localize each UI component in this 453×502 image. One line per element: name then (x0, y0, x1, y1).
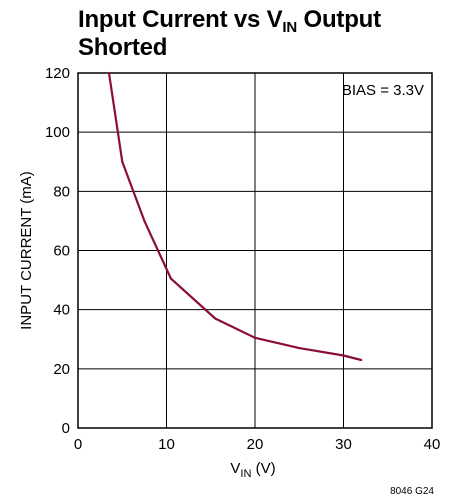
chart-title: Input Current vs VIN Output Shorted (78, 6, 438, 62)
y-axis-label: INPUT CURRENT (mA) (18, 171, 35, 330)
x-axis-label-suffix: (V) (251, 460, 275, 477)
x-tick-label: 40 (424, 436, 441, 453)
data-point (107, 71, 111, 75)
x-tick-label: 20 (247, 436, 264, 453)
y-tick-label: 40 (53, 302, 70, 319)
figure-code: 8046 G24 (390, 486, 434, 497)
x-axis-label: VIN (V) (230, 460, 275, 480)
plot-frame (77, 72, 433, 429)
grid (78, 73, 432, 428)
y-tick-label: 100 (45, 124, 70, 141)
y-tick-label: 20 (53, 361, 70, 378)
bias-annotation: BIAS = 3.3V (342, 82, 424, 99)
y-tick-label: 0 (62, 420, 70, 437)
data-point (342, 354, 345, 357)
data-point (253, 336, 257, 339)
x-tick-label: 30 (335, 436, 352, 453)
series-line (107, 72, 362, 362)
x-tick-label: 10 (158, 436, 175, 453)
y-tick-label: 60 (53, 243, 70, 260)
y-tick-label: 80 (53, 183, 70, 200)
chart-title-prefix: Input Current vs V (78, 6, 283, 33)
data-point (121, 160, 124, 163)
chart-title-subscript: IN (282, 19, 298, 36)
chart-title-suffix: Output Shorted (78, 6, 381, 61)
tick-labels: 0 10 20 30 40 0 20 40 60 80 100 120 (45, 65, 440, 453)
data-points (107, 71, 363, 362)
x-axis-label-subscript: IN (240, 468, 251, 480)
x-tick-label: 0 (74, 436, 82, 453)
data-point (360, 358, 363, 362)
data-point (298, 347, 301, 350)
data-point (214, 317, 217, 320)
data-point (169, 277, 173, 280)
y-tick-label: 120 (45, 65, 70, 82)
data-point (143, 219, 146, 223)
x-axis-label-main: V (230, 460, 240, 477)
